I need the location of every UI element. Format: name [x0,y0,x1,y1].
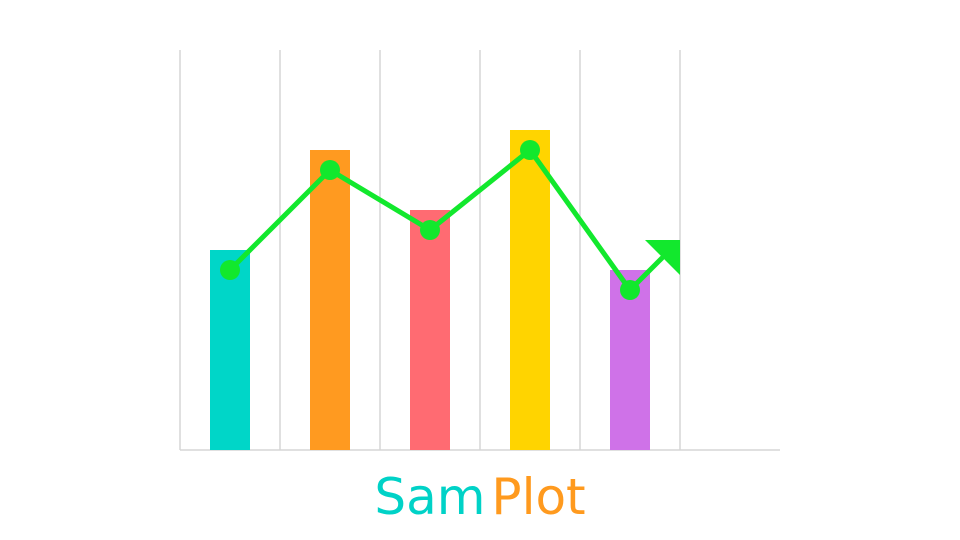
bar [310,150,350,450]
logo-wordmark: Sam Plot [0,466,960,528]
logo-text-plot: Plot [491,468,586,526]
trend-point [420,220,440,240]
logo-text-sam: Sam [374,468,486,526]
bar [410,210,450,450]
trend-line-group [220,140,680,300]
trend-point [320,160,340,180]
trend-point [220,260,240,280]
trend-point [520,140,540,160]
trend-arrow-shaft [627,255,665,293]
bars-group [210,130,650,450]
bar [510,130,550,450]
bar [210,250,250,450]
trend-arrow-head [645,240,680,275]
